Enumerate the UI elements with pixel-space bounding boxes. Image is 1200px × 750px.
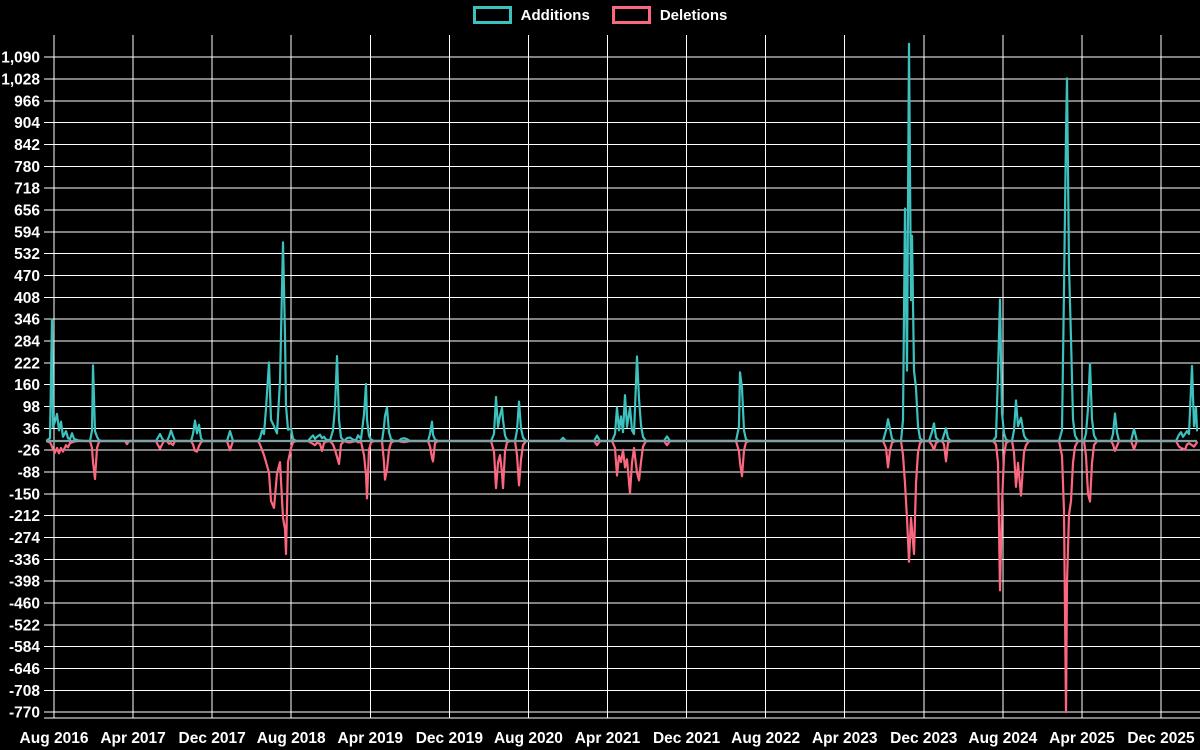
x-tick-labels: Aug 2016 Apr 2017 Dec 2017 Aug 2018 Apr 2019… xyxy=(20,730,1195,747)
additions-series xyxy=(45,42,1199,443)
x-tick-label: Aug 2018 xyxy=(257,730,326,747)
x-tick-label: Aug 2022 xyxy=(731,730,800,747)
y-tick-label: -646 xyxy=(9,661,40,678)
y-tick-label: 904 xyxy=(14,115,40,132)
y-tick-label: -212 xyxy=(9,508,40,525)
y-tick-label: -522 xyxy=(9,617,40,634)
legend-label-additions: Additions xyxy=(520,6,590,24)
deletions-line xyxy=(45,439,1199,714)
x-tick-label: Dec 2017 xyxy=(179,730,246,747)
y-tick-label: 408 xyxy=(14,290,40,307)
y-tick-label: -336 xyxy=(9,552,40,569)
y-tick-label: 1,028 xyxy=(1,72,40,89)
legend-item-deletions[interactable]: Deletions xyxy=(611,6,728,24)
y-tick-label: -770 xyxy=(9,705,40,722)
x-tick-label: Aug 2020 xyxy=(494,730,563,747)
y-tick-label: 966 xyxy=(14,93,40,110)
y-tick-label: 284 xyxy=(14,334,40,351)
x-tick-label: Aug 2024 xyxy=(968,730,1037,747)
x-tick-label: Aug 2016 xyxy=(20,730,89,747)
x-tick-label: Apr 2025 xyxy=(1049,730,1115,747)
x-tick-label: Dec 2023 xyxy=(890,730,958,747)
y-tick-label: 222 xyxy=(14,355,40,372)
x-tick-label: Apr 2023 xyxy=(812,730,878,747)
x-tick-label: Apr 2017 xyxy=(100,730,165,747)
chart-legend: Additions Deletions xyxy=(0,6,1200,24)
y-tick-label: -88 xyxy=(18,464,41,481)
y-gridlines xyxy=(44,56,1200,713)
additions-color-swatch-icon xyxy=(472,6,512,24)
y-tick-label: 346 xyxy=(14,312,40,329)
y-tick-label: 842 xyxy=(14,137,40,154)
y-tick-label: 656 xyxy=(14,203,40,220)
y-tick-label: 470 xyxy=(14,268,40,285)
y-tick-label: 718 xyxy=(14,181,40,198)
y-tick-label: -398 xyxy=(9,574,40,591)
additions-line xyxy=(45,42,1199,443)
x-tick-label: Dec 2025 xyxy=(1127,730,1195,747)
x-tick-label: Apr 2019 xyxy=(338,730,404,747)
deletions-series xyxy=(45,439,1199,714)
y-tick-label: -460 xyxy=(9,595,40,612)
y-tick-label: 36 xyxy=(23,421,41,438)
legend-item-additions[interactable]: Additions xyxy=(472,6,590,24)
y-tick-label: 1,090 xyxy=(1,50,40,67)
x-tick-label: Apr 2021 xyxy=(575,730,641,747)
y-tick-label: -150 xyxy=(9,486,40,503)
y-tick-label: 594 xyxy=(14,224,40,241)
y-tick-label: 98 xyxy=(23,399,41,416)
y-tick-label: 160 xyxy=(14,377,40,394)
y-tick-labels: 1,090 1,028 966 904 842 780 718 656 594 532 470 408… xyxy=(1,50,40,722)
legend-label-deletions: Deletions xyxy=(659,6,728,24)
y-tick-label: -584 xyxy=(9,639,40,656)
y-tick-label: -708 xyxy=(9,683,40,700)
y-tick-label: 780 xyxy=(14,159,40,176)
x-tick-label: Dec 2019 xyxy=(416,730,484,747)
y-tick-label: -274 xyxy=(9,530,40,547)
deletions-color-swatch-icon xyxy=(611,6,651,24)
x-gridlines xyxy=(53,35,1162,718)
y-tick-label: 532 xyxy=(14,246,40,263)
y-tick-label: -26 xyxy=(18,443,41,460)
x-tick-label: Dec 2021 xyxy=(653,730,721,747)
